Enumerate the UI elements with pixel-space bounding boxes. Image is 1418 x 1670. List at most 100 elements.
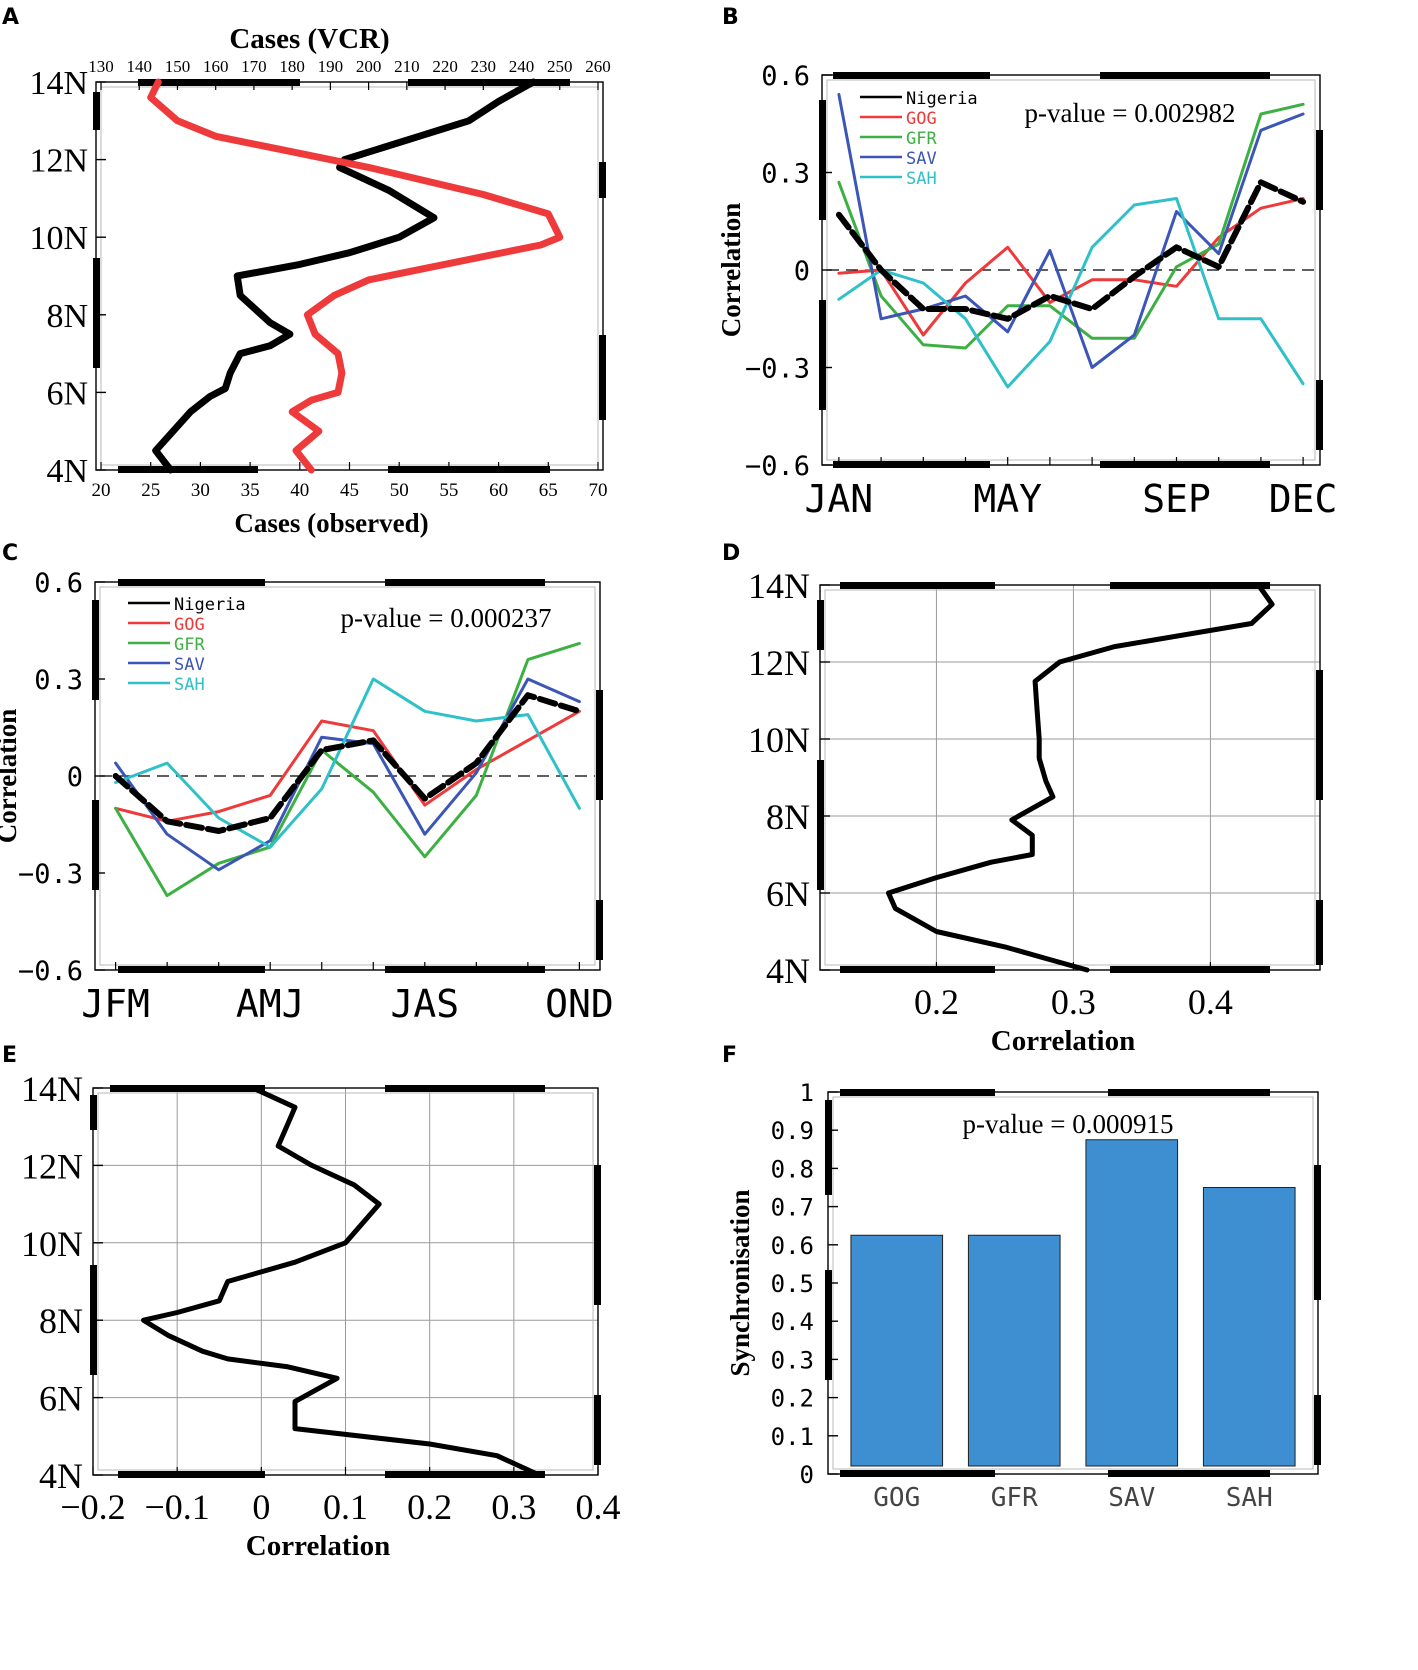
panel-a: A 4N 6N 8N 10N 12N 14N 20 25 30 35 40 45 50 55 60 65 70 13…: [2, 5, 611, 538]
panel-d: D 4N 6N 8N 10N 12N 14N 0.2 0.3 0.4 Correlation: [722, 541, 1323, 1057]
series-line-nigeria: [112, 692, 583, 834]
series-line-gog: [837, 197, 1305, 337]
frame-bar-left: [825, 1100, 832, 1195]
y-tick-label: 4N: [39, 1456, 83, 1496]
frame-bar-top: [385, 579, 545, 586]
frame-bar-left: [93, 258, 100, 368]
frame-bar-bottom: [118, 966, 265, 973]
series-line-nigeria: [835, 179, 1307, 322]
x-bottom-tick-label: 20: [92, 480, 111, 501]
series-line-observed: [152, 78, 537, 474]
frame-bar-bottom: [385, 1471, 545, 1478]
y-tick-label: 0.1: [771, 1423, 814, 1451]
y-tick-label: 0.2: [771, 1385, 814, 1413]
bar-sav: [1085, 1139, 1179, 1467]
frame-bar-bottom: [1100, 461, 1270, 468]
series-line-gog: [114, 709, 581, 823]
x-axis-title: Correlation: [991, 1025, 1135, 1057]
x-tick-label: 0.4: [576, 1487, 621, 1527]
x-top-tick-label: 240: [509, 57, 535, 76]
y-tick-label: 8N: [46, 298, 88, 335]
x-top-tick-label: 180: [279, 57, 305, 76]
series-line-sah: [114, 677, 581, 849]
frame-bar-right: [599, 162, 606, 198]
x-top-tick-label: 150: [165, 57, 191, 76]
x-tick-label: JAN: [805, 477, 874, 521]
legend-label: GOG: [174, 615, 205, 635]
panel-label: F: [722, 1043, 737, 1068]
x-top-tick-label: 200: [356, 57, 382, 76]
x-tick-label: −0.1: [145, 1487, 210, 1527]
y-tick-label: 6N: [46, 375, 88, 412]
series-line-sav: [837, 93, 1305, 369]
y-tick-label: 10N: [29, 220, 88, 257]
frame-bar-right: [594, 1165, 601, 1305]
bar-gog: [850, 1234, 944, 1467]
y-tick-label: −0.3: [745, 354, 810, 385]
x-top-tick-label: 130: [88, 57, 114, 76]
x-top-tick-label: 210: [394, 57, 420, 76]
x-tick-label: SEP: [1142, 477, 1211, 521]
x-tick-label: JFM: [81, 982, 150, 1026]
x-tick-label: 0.1: [323, 1487, 368, 1527]
frame-bar-top: [840, 1089, 995, 1096]
y-axis-title: Correlation: [716, 203, 746, 337]
frame-bar-left: [90, 1095, 97, 1130]
x-tick-label: DEC: [1269, 477, 1338, 521]
y-tick-label: 14N: [29, 65, 88, 102]
y-tick-label: 0.6: [771, 1232, 814, 1260]
x-bottom-tick-label: 50: [390, 480, 409, 501]
y-tick-label: 0.9: [771, 1117, 814, 1145]
plot-frame: [819, 584, 1321, 971]
frame-bar-left: [92, 600, 99, 700]
x-tick-label: 0: [252, 1487, 270, 1527]
x-top-tick-label: 190: [318, 57, 344, 76]
x-bottom-tick-label: 40: [290, 480, 309, 501]
y-axis-title: Synchronisation: [725, 1189, 755, 1376]
y-tick-label: 4N: [766, 951, 810, 991]
series-line-sah: [837, 197, 1305, 389]
legend-label: SAH: [174, 675, 205, 695]
p-value-annotation: p-value = 0.002982: [1025, 98, 1236, 128]
frame-bar-right: [596, 900, 603, 960]
legend-label: SAV: [174, 655, 205, 675]
series-line-profile: [141, 1085, 542, 1478]
x-category-label: SAH: [1226, 1483, 1273, 1513]
frame-bar-top: [408, 79, 570, 86]
frame-bar-left: [817, 760, 824, 890]
panel-label: E: [2, 1043, 17, 1068]
x-tick-label: −0.2: [60, 1487, 125, 1527]
legend-label: Nigeria: [174, 595, 246, 615]
x-tick-label: AMJ: [236, 982, 305, 1026]
y-tick-label: 0.4: [771, 1308, 814, 1336]
x-bottom-tick-label: 70: [589, 480, 608, 501]
frame-bar-left: [817, 600, 824, 650]
x-tick-label: JAS: [390, 982, 459, 1026]
frame-bar-bottom: [385, 966, 545, 973]
frame-bar-bottom: [840, 966, 995, 973]
y-tick-label: 0.3: [771, 1346, 814, 1374]
series-line-gfr: [837, 102, 1305, 350]
frame-bar-right: [599, 335, 606, 420]
panel-label: A: [2, 5, 19, 30]
x-tick-label: 0.3: [1051, 982, 1096, 1022]
x-category-label: GFR: [991, 1483, 1038, 1513]
y-tick-label: 4N: [46, 453, 88, 490]
frame-bar-top: [1110, 582, 1270, 589]
x-top-tick-label: 170: [241, 57, 267, 76]
y-tick-label: 0.3: [34, 665, 83, 696]
legend-label: GFR: [174, 635, 205, 655]
y-tick-label: 0: [67, 762, 83, 793]
y-tick-label: 0.5: [771, 1270, 814, 1298]
y-tick-label: 10N: [748, 720, 810, 760]
panel-label: C: [2, 541, 18, 566]
top-axis-title: Cases (VCR): [229, 23, 389, 55]
x-top-tick-label: 230: [471, 57, 497, 76]
p-value-annotation: p-value = 0.000915: [963, 1109, 1174, 1139]
y-tick-label: 12N: [748, 643, 810, 683]
y-axis-title: Correlation: [0, 709, 22, 843]
legend-label: SAH: [906, 169, 937, 189]
y-tick-label: 0.6: [34, 568, 83, 599]
